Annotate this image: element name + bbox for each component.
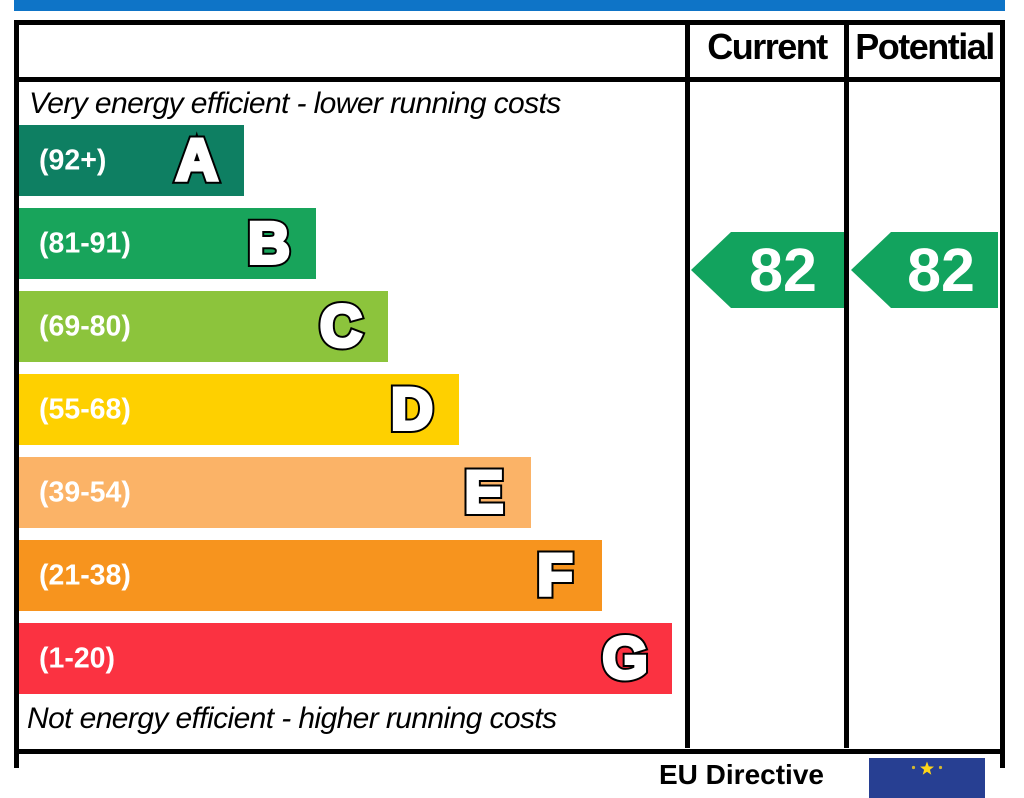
svg-text:D: D	[391, 378, 433, 438]
svg-text:C: C	[320, 295, 362, 355]
svg-text:B: B	[248, 212, 290, 272]
svg-text:F: F	[537, 544, 572, 604]
svg-text:82: 82	[907, 236, 975, 304]
svg-text:E: E	[465, 461, 504, 521]
svg-text:E: E	[465, 461, 504, 521]
svg-text:B: B	[248, 212, 290, 272]
svg-text:A: A	[176, 129, 218, 189]
svg-text:G: G	[602, 627, 647, 687]
svg-text:C: C	[320, 295, 362, 355]
svg-text:82: 82	[749, 236, 817, 304]
svg-text:A: A	[176, 129, 218, 189]
svg-text:D: D	[391, 378, 433, 438]
svg-text:G: G	[602, 627, 647, 687]
svg-text:F: F	[537, 544, 572, 604]
